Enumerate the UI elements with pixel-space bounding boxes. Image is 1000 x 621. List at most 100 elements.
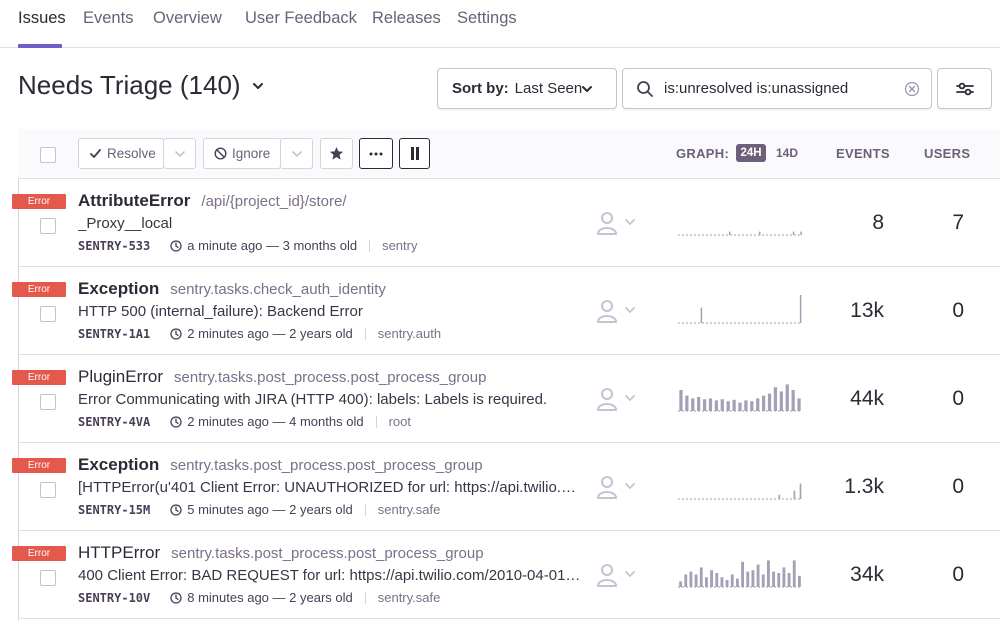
pause-realtime-button[interactable]	[399, 138, 430, 169]
issue-row[interactable]: Error HTTPError sentry.tasks.post_proces…	[12, 531, 1000, 619]
issue-row[interactable]: Error PluginError sentry.tasks.post_proc…	[12, 355, 1000, 443]
tab-settings[interactable]: Settings	[457, 9, 517, 27]
issue-logger[interactable]: sentry.safe	[377, 590, 441, 605]
sparkline-bar	[777, 573, 781, 587]
issue-type[interactable]: Exception	[78, 455, 160, 474]
sparkline-bar	[744, 400, 748, 411]
issue-title[interactable]: PluginError sentry.tasks.post_process.po…	[78, 367, 486, 387]
more-actions-button[interactable]	[359, 138, 393, 169]
issue-row[interactable]: Error Exception sentry.tasks.post_proces…	[12, 443, 1000, 531]
issue-logger[interactable]: sentry	[382, 238, 418, 253]
bookmark-button[interactable]	[320, 138, 353, 169]
issue-short-id[interactable]: SENTRY-533	[78, 238, 151, 253]
user-count: 0	[952, 299, 964, 322]
assignee-selector[interactable]	[596, 210, 642, 236]
issue-short-id[interactable]: SENTRY-4VA	[78, 414, 151, 429]
issue-short-id[interactable]: SENTRY-1A1	[78, 326, 151, 341]
issue-title[interactable]: HTTPError sentry.tasks.post_process.post…	[78, 543, 484, 563]
sparkline-bar	[756, 398, 760, 411]
search-settings-button[interactable]	[937, 68, 992, 109]
issue-logger[interactable]: sentry.auth	[377, 326, 442, 341]
sparkline-bar	[792, 560, 796, 587]
event-count: 8	[872, 211, 884, 234]
clock-icon	[170, 503, 182, 516]
active-tab-indicator	[18, 44, 62, 48]
issue-location: /api/{project_id}/store/	[201, 193, 347, 210]
sparkline-bar	[785, 384, 789, 411]
chevron-down-icon	[625, 571, 635, 578]
ignore-options-button[interactable]	[280, 138, 313, 169]
issue-checkbox[interactable]	[40, 570, 56, 586]
sparkline-bar	[750, 401, 754, 411]
issue-type[interactable]: Exception	[78, 279, 160, 298]
issue-type[interactable]: HTTPError	[78, 543, 161, 562]
issue-time: 5 minutes ago — 2 years old	[187, 502, 353, 517]
tab-user-feedback[interactable]: User Feedback	[245, 9, 357, 27]
resolve-options-button[interactable]	[163, 138, 196, 169]
sparkline-bar	[679, 581, 683, 587]
issue-row[interactable]: Error AttributeError /api/{project_id}/s…	[12, 179, 1000, 267]
issue-meta: SENTRY-1A1 2 minutes ago — 2 years old s…	[78, 326, 441, 341]
range-24h-toggle[interactable]: 24H	[736, 144, 766, 162]
clear-search-icon[interactable]	[904, 81, 920, 97]
ignore-label: Ignore	[232, 146, 271, 161]
sparkline-bar	[720, 399, 724, 411]
sparkline-bar	[738, 402, 742, 411]
user-icon	[597, 300, 617, 323]
issue-logger[interactable]: sentry.safe	[377, 502, 441, 517]
sparkline-bar	[697, 397, 701, 411]
tab-releases[interactable]: Releases	[372, 9, 441, 27]
issue-title[interactable]: AttributeError /api/{project_id}/store/	[78, 191, 347, 211]
issue-short-id[interactable]: SENTRY-15M	[78, 502, 151, 517]
tab-events[interactable]: Events	[83, 9, 134, 27]
issue-time: 2 minutes ago — 2 years old	[187, 326, 353, 341]
ignore-button[interactable]: Ignore	[203, 138, 281, 169]
issue-title[interactable]: Exception sentry.tasks.post_process.post…	[78, 455, 483, 475]
chevron-down-icon	[625, 483, 635, 490]
issue-short-id[interactable]: SENTRY-10V	[78, 590, 151, 605]
meta-divider	[364, 591, 366, 604]
issue-row[interactable]: Error Exception sentry.tasks.check_auth_…	[12, 267, 1000, 355]
select-all-checkbox[interactable]	[40, 147, 56, 163]
assignee-selector[interactable]	[596, 298, 642, 324]
sparkline-bar	[700, 307, 703, 323]
clock-icon	[170, 239, 182, 252]
sparkline-bar	[694, 574, 698, 587]
event-sparkline	[678, 384, 802, 412]
issue-type[interactable]: PluginError	[78, 367, 164, 386]
tab-issues[interactable]: Issues	[18, 9, 66, 27]
assignee-selector[interactable]	[596, 386, 642, 412]
saved-search-selector[interactable]: Needs Triage (140)	[18, 70, 265, 101]
issue-title[interactable]: Exception sentry.tasks.check_auth_identi…	[78, 279, 386, 299]
assignee-selector[interactable]	[596, 474, 642, 500]
sort-dropdown[interactable]: Sort by: Last Seen	[437, 68, 617, 109]
issue-checkbox[interactable]	[40, 482, 56, 498]
resolve-button[interactable]: Resolve	[78, 138, 164, 169]
issue-checkbox[interactable]	[40, 394, 56, 410]
tab-overview[interactable]: Overview	[153, 9, 222, 27]
meta-divider	[364, 503, 366, 516]
issue-checkbox[interactable]	[40, 306, 56, 322]
chevron-down-icon	[625, 307, 635, 314]
sparkline-bar	[761, 574, 765, 587]
range-14d-toggle[interactable]: 14D	[776, 146, 799, 160]
issue-type[interactable]: AttributeError	[78, 191, 191, 210]
level-badge: Error	[12, 282, 66, 297]
sparkline-bar	[779, 391, 783, 411]
issue-logger[interactable]: root	[388, 414, 411, 429]
event-count: 34k	[850, 563, 884, 586]
search-input[interactable]: is:unresolved is:unassigned	[622, 68, 932, 109]
clock-icon	[170, 591, 182, 604]
sparkline-bar	[751, 570, 755, 587]
sparkline-bar	[715, 573, 719, 587]
issue-checkbox[interactable]	[40, 218, 56, 234]
issue-location: sentry.tasks.post_process.post_process_g…	[174, 369, 487, 386]
sparkline-bar	[708, 398, 713, 411]
users-column-header: USERS	[924, 146, 971, 161]
events-column-header: EVENTS	[836, 146, 890, 161]
event-count: 44k	[850, 387, 884, 410]
sparkline-bar	[685, 395, 689, 411]
assignee-selector[interactable]	[596, 562, 642, 588]
issue-message: HTTP 500 (internal_failure): Backend Err…	[78, 303, 363, 320]
sliders-icon	[956, 82, 974, 96]
